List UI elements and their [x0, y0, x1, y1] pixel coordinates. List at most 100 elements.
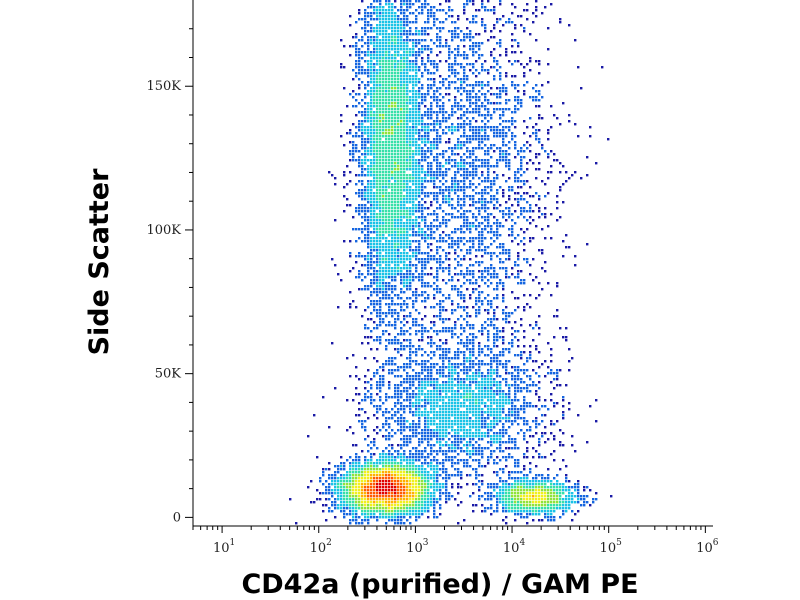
event-dot [427, 69, 430, 72]
event-dot [385, 315, 388, 318]
event-dot [376, 381, 379, 384]
event-dot [376, 177, 379, 180]
event-dot [373, 114, 376, 117]
event-dot [400, 33, 403, 36]
event-dot [388, 153, 391, 156]
event-dot [415, 111, 418, 114]
event-dot [388, 384, 391, 387]
event-dot [451, 366, 454, 369]
event-dot [427, 192, 430, 195]
event-dot [484, 138, 487, 141]
event-dot [436, 195, 439, 198]
event-dot [463, 222, 466, 225]
event-dot [439, 414, 442, 417]
event-dot [460, 63, 463, 66]
event-dot [406, 258, 409, 261]
event-dot [382, 186, 385, 189]
event-dot [484, 270, 487, 273]
event-dot [403, 162, 406, 165]
event-dot [466, 135, 469, 138]
event-dot [424, 93, 427, 96]
event-dot [529, 375, 532, 378]
event-dot [538, 294, 541, 297]
event-dot [517, 375, 520, 378]
event-dot [370, 75, 373, 78]
event-dot [409, 402, 412, 405]
event-dot [490, 306, 493, 309]
event-dot [436, 258, 439, 261]
event-dot [382, 126, 385, 129]
event-dot [403, 408, 406, 411]
event-dot [379, 51, 382, 54]
event-dot [367, 105, 370, 108]
event-dot [421, 189, 424, 192]
event-dot [361, 45, 364, 48]
event-dot [382, 105, 385, 108]
event-dot [340, 63, 343, 66]
event-dot [370, 27, 373, 30]
event-dot [445, 150, 448, 153]
event-dot [409, 102, 412, 105]
event-dot [397, 339, 400, 342]
event-dot [391, 249, 394, 252]
event-dot [481, 120, 484, 123]
event-dot [505, 399, 508, 402]
event-dot [403, 213, 406, 216]
event-dot [406, 69, 409, 72]
event-dot [550, 348, 553, 351]
event-dot [472, 126, 475, 129]
event-dot [379, 321, 382, 324]
event-dot [481, 279, 484, 282]
event-dot [343, 195, 346, 198]
event-dot [361, 189, 364, 192]
event-dot [436, 156, 439, 159]
event-dot [424, 378, 427, 381]
event-dot [433, 417, 436, 420]
event-dot [493, 354, 496, 357]
event-dot [373, 255, 376, 258]
event-dot [442, 279, 445, 282]
event-dot [451, 189, 454, 192]
event-dot [409, 393, 412, 396]
event-dot [400, 30, 403, 33]
event-dot [421, 168, 424, 171]
event-dot [367, 270, 370, 273]
event-dot [496, 93, 499, 96]
event-dot [505, 315, 508, 318]
event-dot [358, 51, 361, 54]
event-dot [418, 120, 421, 123]
event-dot [442, 408, 445, 411]
event-dot [412, 12, 415, 15]
event-dot [346, 399, 349, 402]
event-dot [400, 114, 403, 117]
event-dot [442, 417, 445, 420]
event-dot [403, 318, 406, 321]
event-dot [355, 366, 358, 369]
event-dot [412, 177, 415, 180]
event-dot [397, 165, 400, 168]
event-dot [442, 201, 445, 204]
event-dot [403, 183, 406, 186]
event-dot [382, 45, 385, 48]
event-dot [460, 81, 463, 84]
event-dot [412, 249, 415, 252]
event-dot [376, 276, 379, 279]
event-dot [370, 93, 373, 96]
event-dot [400, 24, 403, 27]
event-dot [421, 87, 424, 90]
event-dot [538, 210, 541, 213]
event-dot [415, 219, 418, 222]
event-dot [499, 114, 502, 117]
event-dot [508, 276, 511, 279]
event-dot [400, 237, 403, 240]
event-dot [472, 150, 475, 153]
event-dot [424, 393, 427, 396]
event-dot [343, 45, 346, 48]
event-dot [373, 210, 376, 213]
event-dot [403, 141, 406, 144]
event-dot [442, 171, 445, 174]
event-dot [376, 93, 379, 96]
event-dot [400, 192, 403, 195]
event-dot [427, 114, 430, 117]
event-dot [424, 171, 427, 174]
